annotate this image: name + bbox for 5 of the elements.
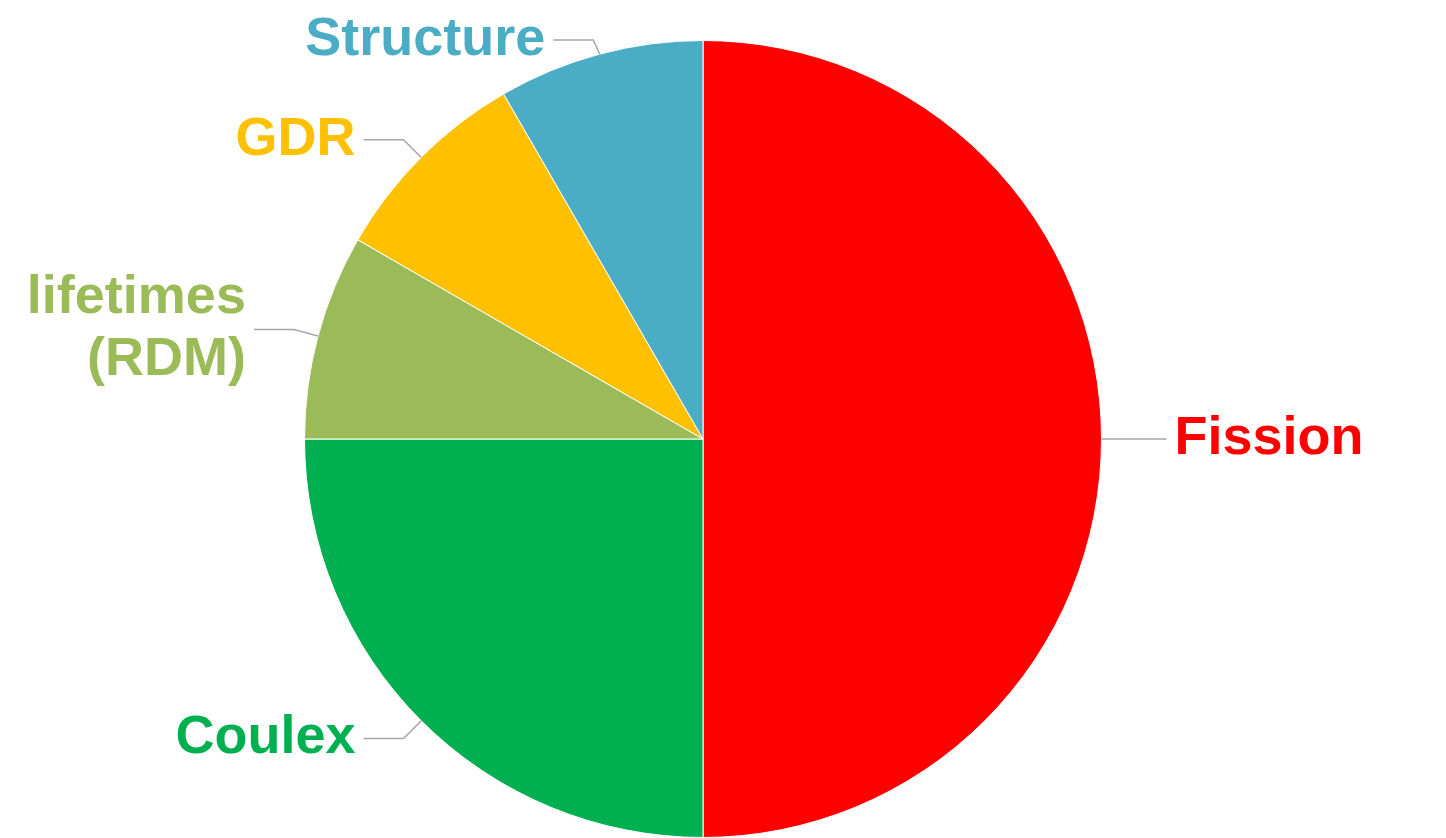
slice-label: Fission [1174, 404, 1364, 465]
slice-label: Structure [305, 5, 546, 66]
slice-label: lifetimes (RDM) [26, 264, 246, 387]
slice-label: Coulex [175, 704, 356, 765]
slice-label: GDR [235, 105, 356, 166]
